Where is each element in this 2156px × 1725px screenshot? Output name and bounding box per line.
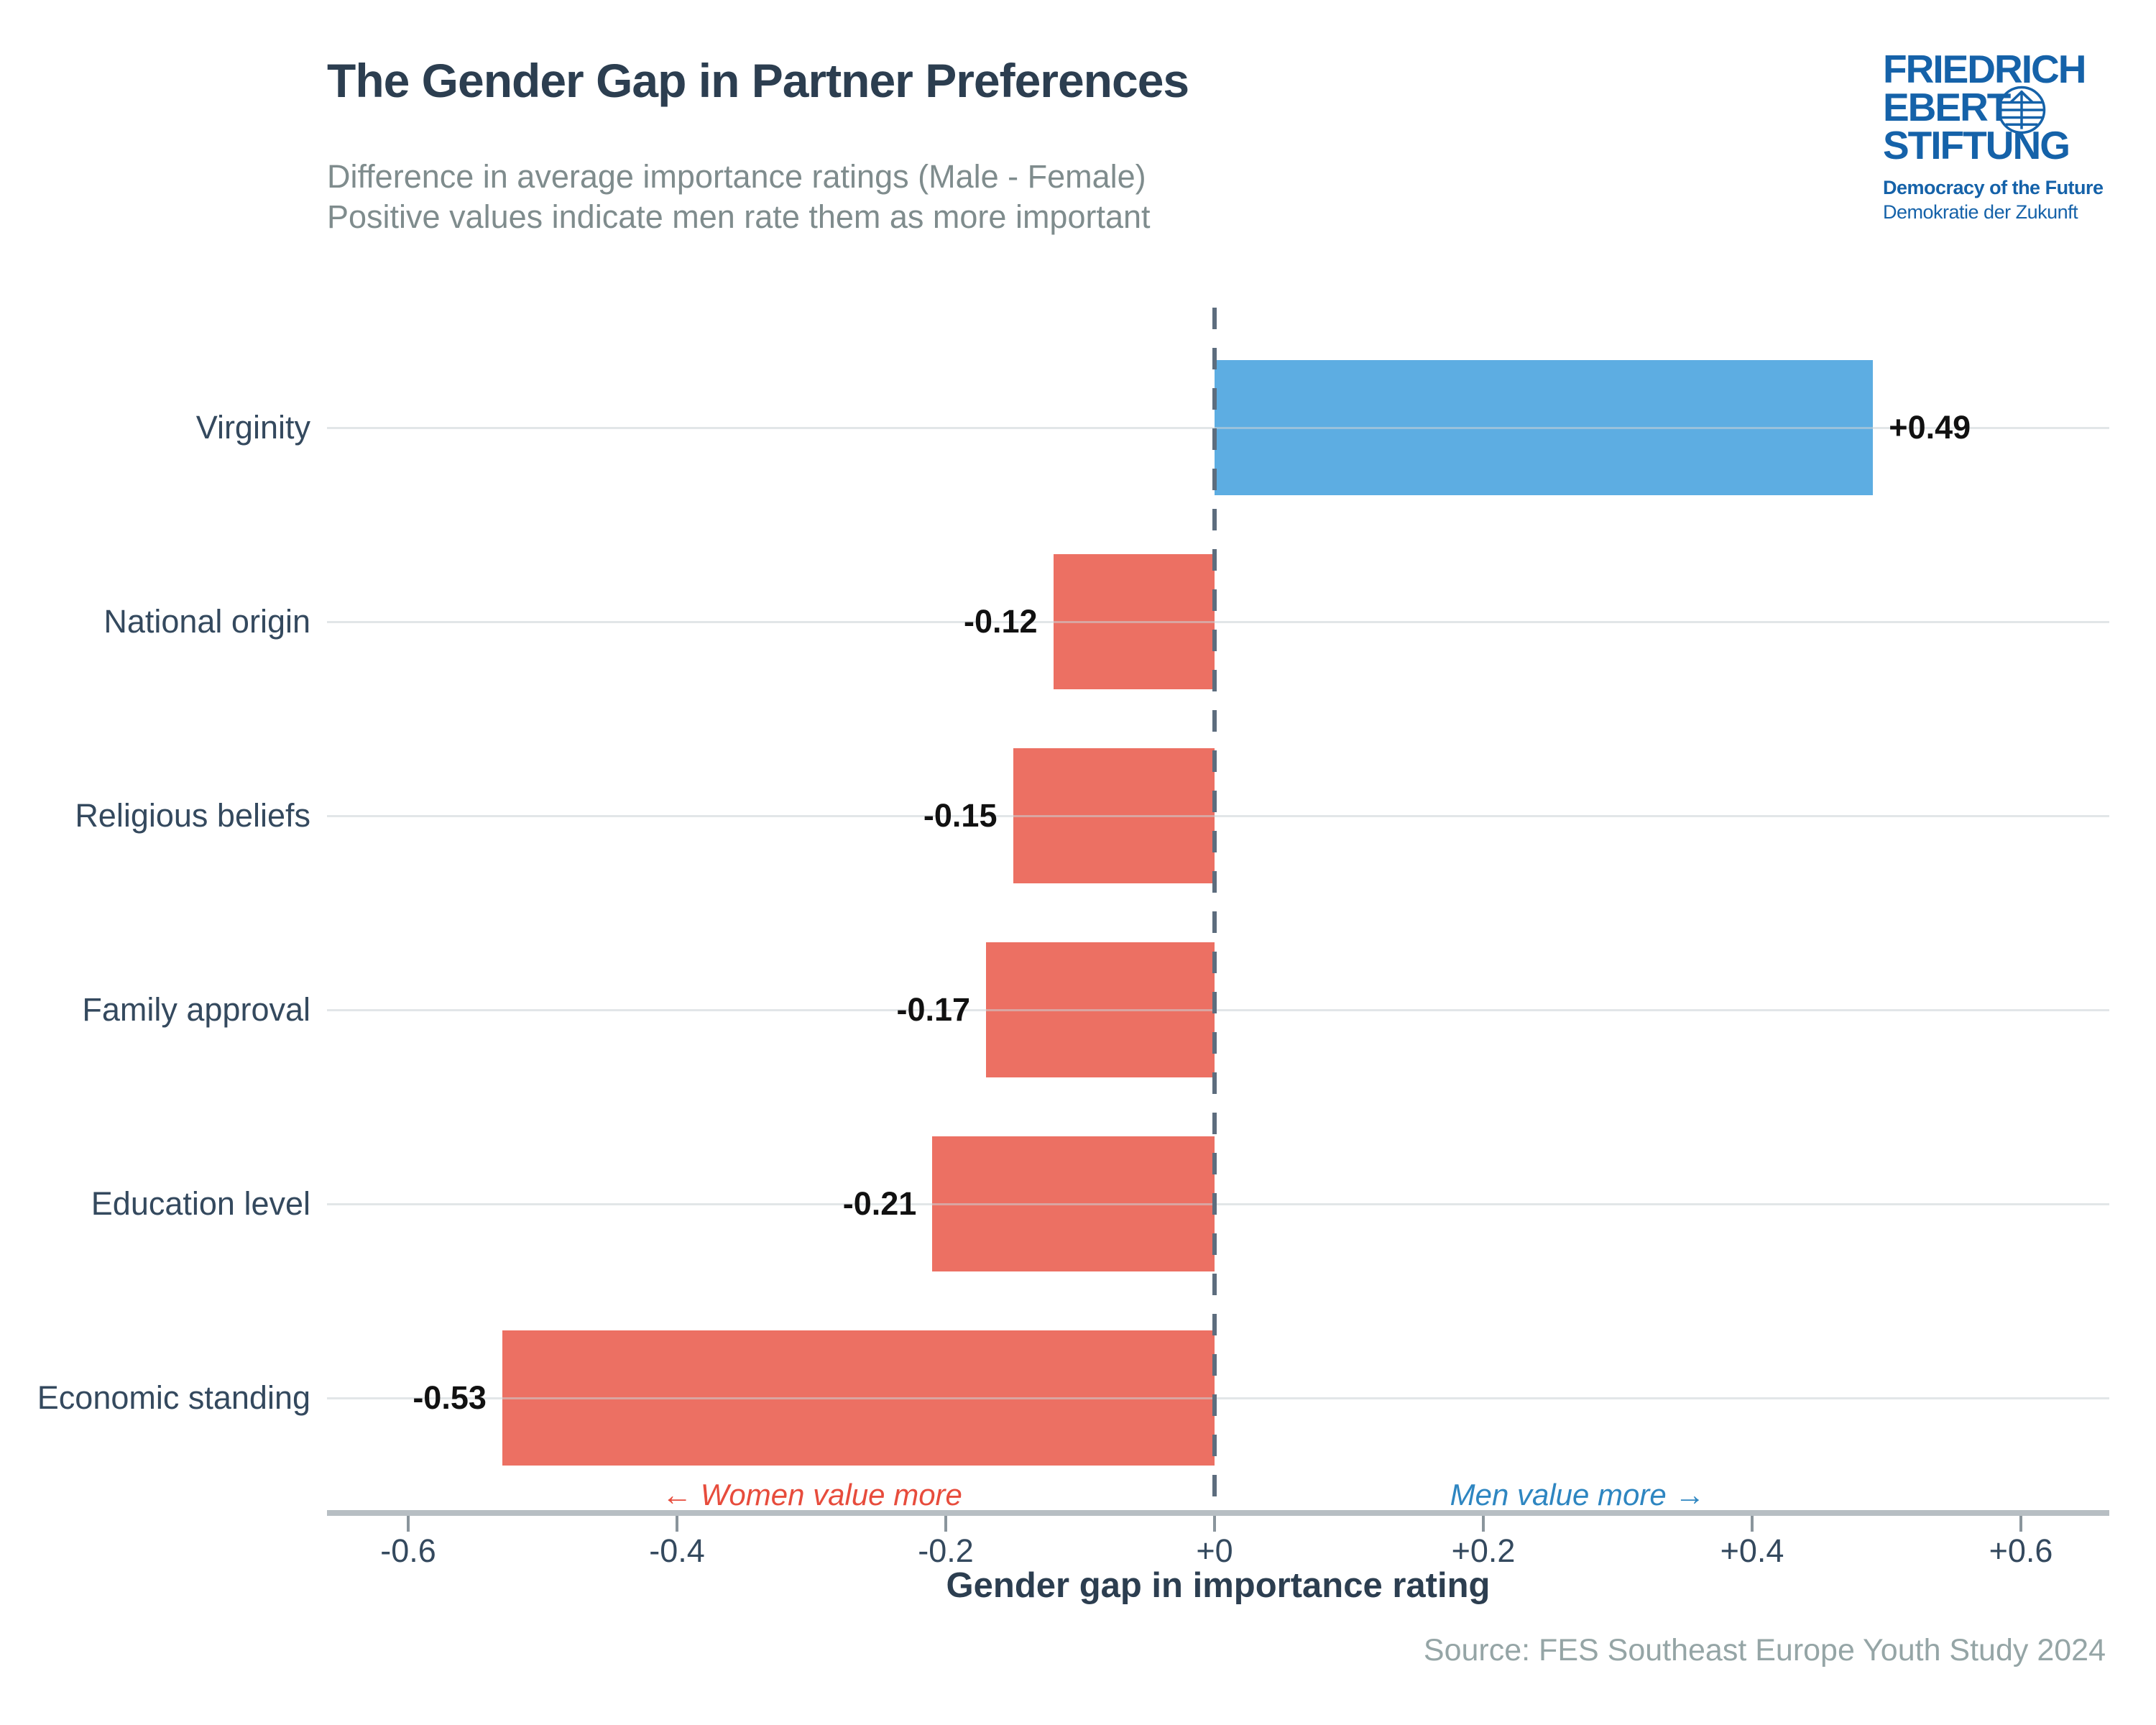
value-label-religious-beliefs: -0.15 [923,797,998,834]
row-gridline-education-level [327,1203,2109,1205]
logo-word-friedrich: FRIEDRICH [1883,47,2086,91]
logo-tagline-de: Demokratie der Zukunft [1883,201,2078,223]
x-tick-label-+0.6: +0.6 [1989,1532,2053,1569]
value-label-family-approval: -0.17 [896,991,971,1028]
category-label-economic-standing: Economic standing [37,1379,310,1416]
x-axis-label: Gender gap in importance rating [946,1566,1491,1605]
category-label-virginity: Virginity [195,409,310,446]
x-tick-mark--0.6 [407,1516,410,1532]
logo-word-stiftung: STIFTUNG [1883,123,2070,167]
annotation-women-value-more: ← Women value more [662,1478,962,1512]
category-label-religious-beliefs: Religious beliefs [75,797,310,834]
row-gridline-religious-beliefs [327,815,2109,817]
chart-subtitle-line2: Positive values indicate men rate them a… [327,198,1151,235]
x-tick-label-+0: +0 [1196,1532,1233,1569]
annotation-men-value-more: Men value more → [1450,1478,1705,1512]
logo-word-ebert: EBERT [1883,85,2011,129]
x-tick-mark-+0.4 [1751,1516,1754,1532]
row-gridline-economic-standing [327,1397,2109,1399]
category-label-national-origin: National origin [103,603,310,640]
x-tick-mark--0.2 [944,1516,947,1532]
x-tick-mark-+0 [1213,1516,1216,1532]
chart-subtitle-line1: Difference in average importance ratings… [327,158,1146,195]
x-tick-mark--0.4 [676,1516,678,1532]
value-label-national-origin: -0.12 [964,603,1038,640]
logo-tagline-en: Democracy of the Future [1883,177,2104,198]
x-tick-label-+0.2: +0.2 [1451,1532,1516,1569]
row-gridline-family-approval [327,1009,2109,1011]
x-tick-label--0.6: -0.6 [380,1532,436,1569]
x-tick-mark-+0.6 [2019,1516,2022,1532]
x-tick-label-+0.4: +0.4 [1720,1532,1784,1569]
source-note: Source: FES Southeast Europe Youth Study… [1423,1633,2106,1668]
x-tick-mark-+0.2 [1482,1516,1485,1532]
zero-reference-line [1212,308,1217,1513]
x-tick-label--0.4: -0.4 [649,1532,705,1569]
category-label-family-approval: Family approval [82,991,310,1028]
x-tick-label--0.2: -0.2 [918,1532,974,1569]
value-label-economic-standing: -0.53 [413,1379,487,1416]
x-axis-spine [327,1510,2109,1516]
row-gridline-virginity [327,427,2109,429]
value-label-virginity: +0.49 [1889,409,1971,446]
row-gridline-national-origin [327,621,2109,623]
category-label-education-level: Education level [91,1185,310,1222]
value-label-education-level: -0.21 [842,1185,917,1222]
globe-icon [1997,86,2046,134]
page-title: The Gender Gap in Partner Preferences [327,54,1189,107]
